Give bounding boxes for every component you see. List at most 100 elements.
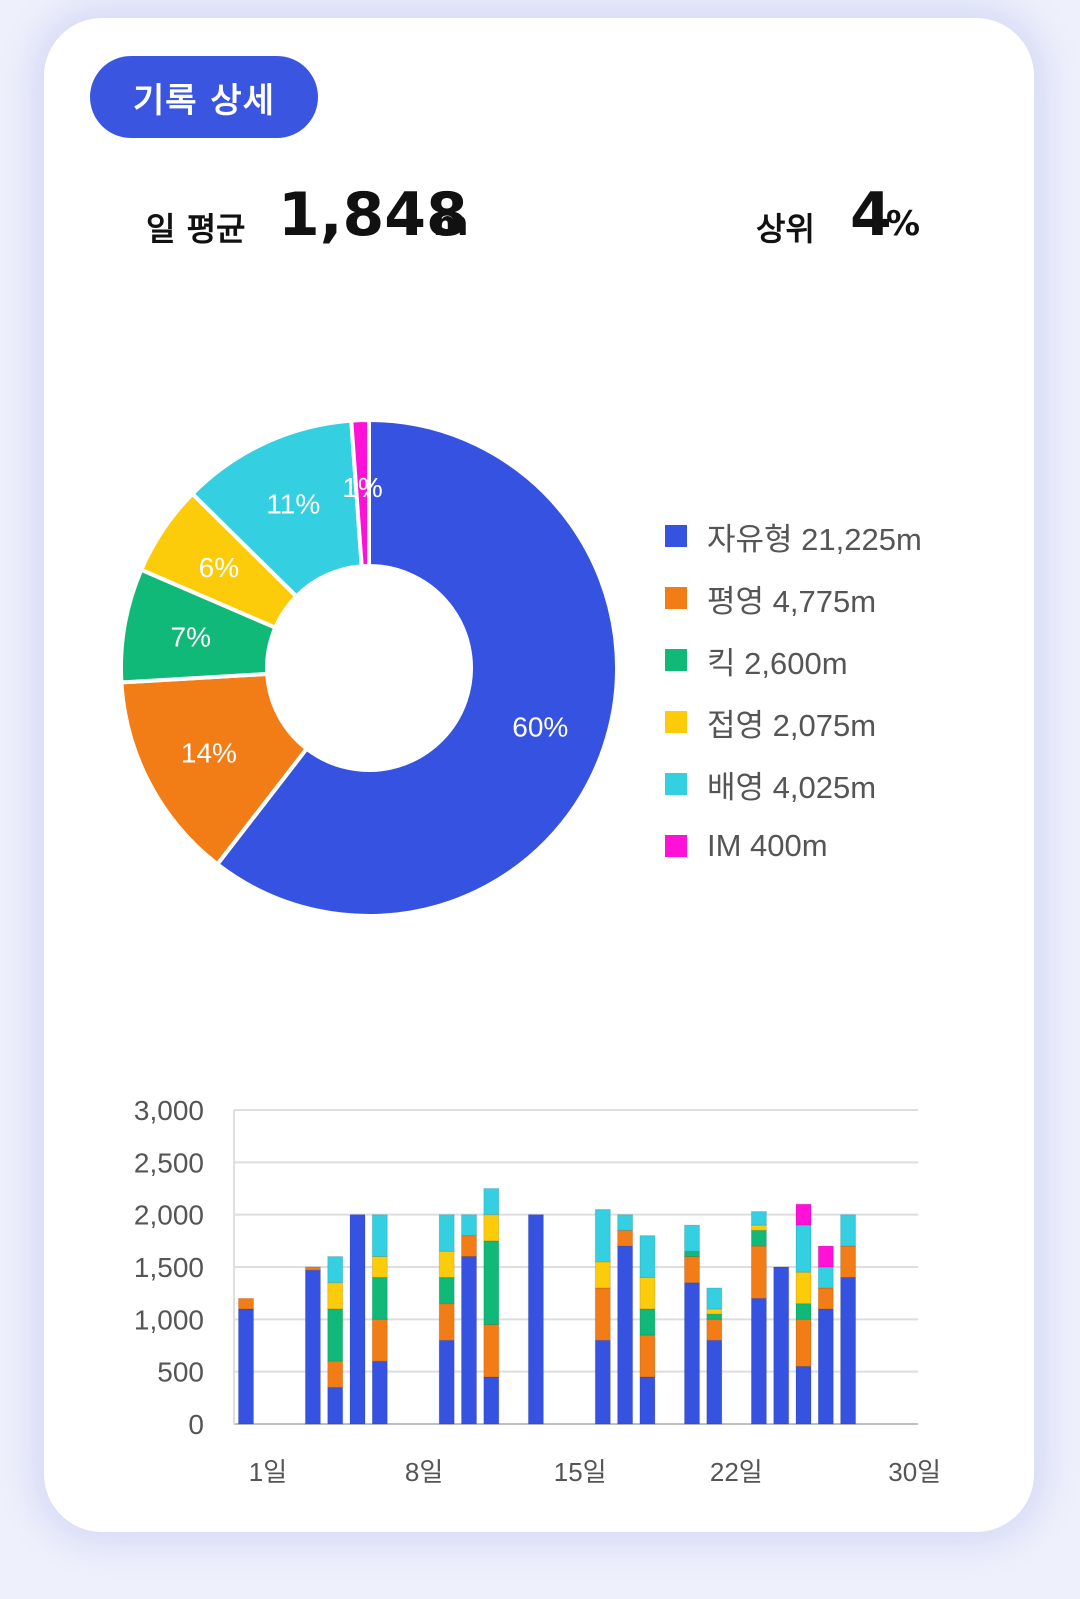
bar-segment-배영 xyxy=(795,1224,812,1273)
bar-segment-킥 xyxy=(706,1313,723,1320)
bar-segment-자유형 xyxy=(304,1269,321,1425)
bar-segment-배영 xyxy=(327,1256,344,1284)
rank-unit: % xyxy=(886,204,921,244)
bar-segment-접영 xyxy=(327,1282,344,1310)
bar-segment-자유형 xyxy=(684,1282,700,1425)
bar-segment-킥 xyxy=(327,1308,344,1362)
x-tick-label: 15일 xyxy=(554,1457,607,1487)
bar-segment-평영 xyxy=(817,1287,834,1310)
bar-segment-킥 xyxy=(639,1308,656,1336)
legend-swatch xyxy=(665,773,687,795)
legend-item-freestyle: 자유형 21,225m xyxy=(665,505,922,567)
donut-legend: 자유형 21,225m 평영 4,775m 킥 2,600m 접영 2,075m… xyxy=(665,505,922,877)
legend-label: IM 400m xyxy=(707,828,828,863)
record-detail-tab[interactable]: 기록 상세 xyxy=(90,56,318,138)
bar-segment-배영 xyxy=(438,1214,455,1252)
y-tick-label: 0 xyxy=(188,1409,204,1440)
bar-segment-킥 xyxy=(438,1276,455,1305)
bar-segment-킥 xyxy=(483,1240,500,1326)
bar-segment-자유형 xyxy=(639,1376,656,1425)
bar-segment-킥 xyxy=(684,1250,700,1258)
donut-slice-label: 11% xyxy=(266,489,320,520)
donut-slice-4 xyxy=(189,418,364,600)
bar-segment-자유형 xyxy=(327,1386,344,1425)
bar-segment-접영 xyxy=(795,1271,812,1305)
bar-segment-배영 xyxy=(706,1287,723,1310)
x-tick-label: 30일 xyxy=(888,1457,941,1487)
bar-segment-접영 xyxy=(639,1276,656,1310)
bar-segment-배영 xyxy=(483,1188,500,1216)
bar-segment-IM xyxy=(817,1245,834,1268)
bar-segment-배영 xyxy=(750,1211,767,1226)
bar-segment-자유형 xyxy=(795,1365,812,1425)
bar-segment-배영 xyxy=(817,1266,834,1289)
x-tick-label: 8일 xyxy=(405,1457,443,1487)
donut-slice-label: 7% xyxy=(171,622,211,653)
bar-segment-배영 xyxy=(639,1235,656,1278)
bar-segment-접영 xyxy=(483,1214,500,1242)
y-tick-label: 1,500 xyxy=(134,1252,204,1283)
bar-segment-자유형 xyxy=(438,1339,455,1425)
bar-segment-접영 xyxy=(594,1261,611,1289)
distance-donut-chart: 60% 14% 7% 6% 11% 1% xyxy=(121,418,617,916)
bar-segment-킥 xyxy=(795,1303,812,1320)
bar-segment-자유형 xyxy=(483,1376,500,1425)
legend-label: 접영 2,075m xyxy=(707,707,877,743)
daily-average-value: 1,848 xyxy=(278,180,468,250)
y-tick-label: 1,000 xyxy=(134,1304,204,1335)
bar-segment-자유형 xyxy=(371,1360,388,1425)
legend-swatch xyxy=(665,525,687,547)
legend-item-kick: 킥 2,600m xyxy=(665,629,922,691)
bar-segment-접영 xyxy=(371,1256,388,1278)
legend-label: 평영 4,775m xyxy=(707,583,877,619)
bar-segment-자유형 xyxy=(238,1308,254,1425)
donut-slice-label: 14% xyxy=(181,737,237,768)
bar-segment-자유형 xyxy=(527,1214,544,1425)
bar-segment-자유형 xyxy=(461,1256,477,1425)
legend-item-breaststroke: 평영 4,775m xyxy=(665,567,922,629)
bar-segment-자유형 xyxy=(594,1339,611,1425)
bar-segment-평영 xyxy=(594,1287,611,1341)
daily-average-unit: m xyxy=(433,204,469,244)
bar-segment-배영 xyxy=(617,1214,634,1231)
bar-segment-배영 xyxy=(371,1214,388,1258)
bar-segment-평영 xyxy=(639,1334,656,1378)
y-tick-label: 2,500 xyxy=(134,1147,204,1178)
bar-segment-자유형 xyxy=(349,1214,366,1425)
bar-segment-자유형 xyxy=(773,1266,790,1425)
bar-segment-평영 xyxy=(304,1266,321,1271)
bar-segment-평영 xyxy=(483,1324,500,1378)
bar-segment-자유형 xyxy=(817,1308,834,1425)
bar-segment-평영 xyxy=(238,1297,254,1310)
donut-slice-label: 1% xyxy=(342,472,382,503)
legend-label: 배영 4,025m xyxy=(707,769,877,805)
legend-swatch xyxy=(665,587,687,609)
bar-segment-평영 xyxy=(706,1318,723,1341)
bar-segment-접영 xyxy=(706,1308,723,1315)
legend-item-backstroke: 배영 4,025m xyxy=(665,753,922,815)
bar-segment-평영 xyxy=(371,1318,388,1362)
bar-segment-IM xyxy=(795,1203,812,1226)
legend-item-butterfly: 접영 2,075m xyxy=(665,691,922,753)
legend-label: 자유형 21,225m xyxy=(707,521,922,557)
bar-segment-자유형 xyxy=(840,1276,857,1425)
bar-segment-접영 xyxy=(438,1250,455,1278)
rank-label: 상위 xyxy=(756,210,815,248)
y-tick-label: 500 xyxy=(157,1357,204,1388)
legend-swatch xyxy=(665,649,687,671)
donut-slice-label: 6% xyxy=(199,552,239,583)
bar-segment-배영 xyxy=(684,1224,700,1252)
bar-segment-킥 xyxy=(371,1276,388,1320)
bar-segment-배영 xyxy=(840,1214,857,1247)
x-tick-label: 22일 xyxy=(710,1457,763,1487)
legend-swatch xyxy=(665,711,687,733)
legend-swatch xyxy=(665,835,687,857)
bar-segment-평영 xyxy=(750,1245,767,1299)
bar-segment-자유형 xyxy=(706,1339,723,1425)
bar-segment-평영 xyxy=(795,1318,812,1367)
daily-average-label: 일 평균 xyxy=(146,210,246,248)
record-detail-title: 기록 상세 xyxy=(133,80,275,121)
bar-segment-킥 xyxy=(750,1229,767,1247)
y-tick-label: 2,000 xyxy=(134,1200,204,1231)
